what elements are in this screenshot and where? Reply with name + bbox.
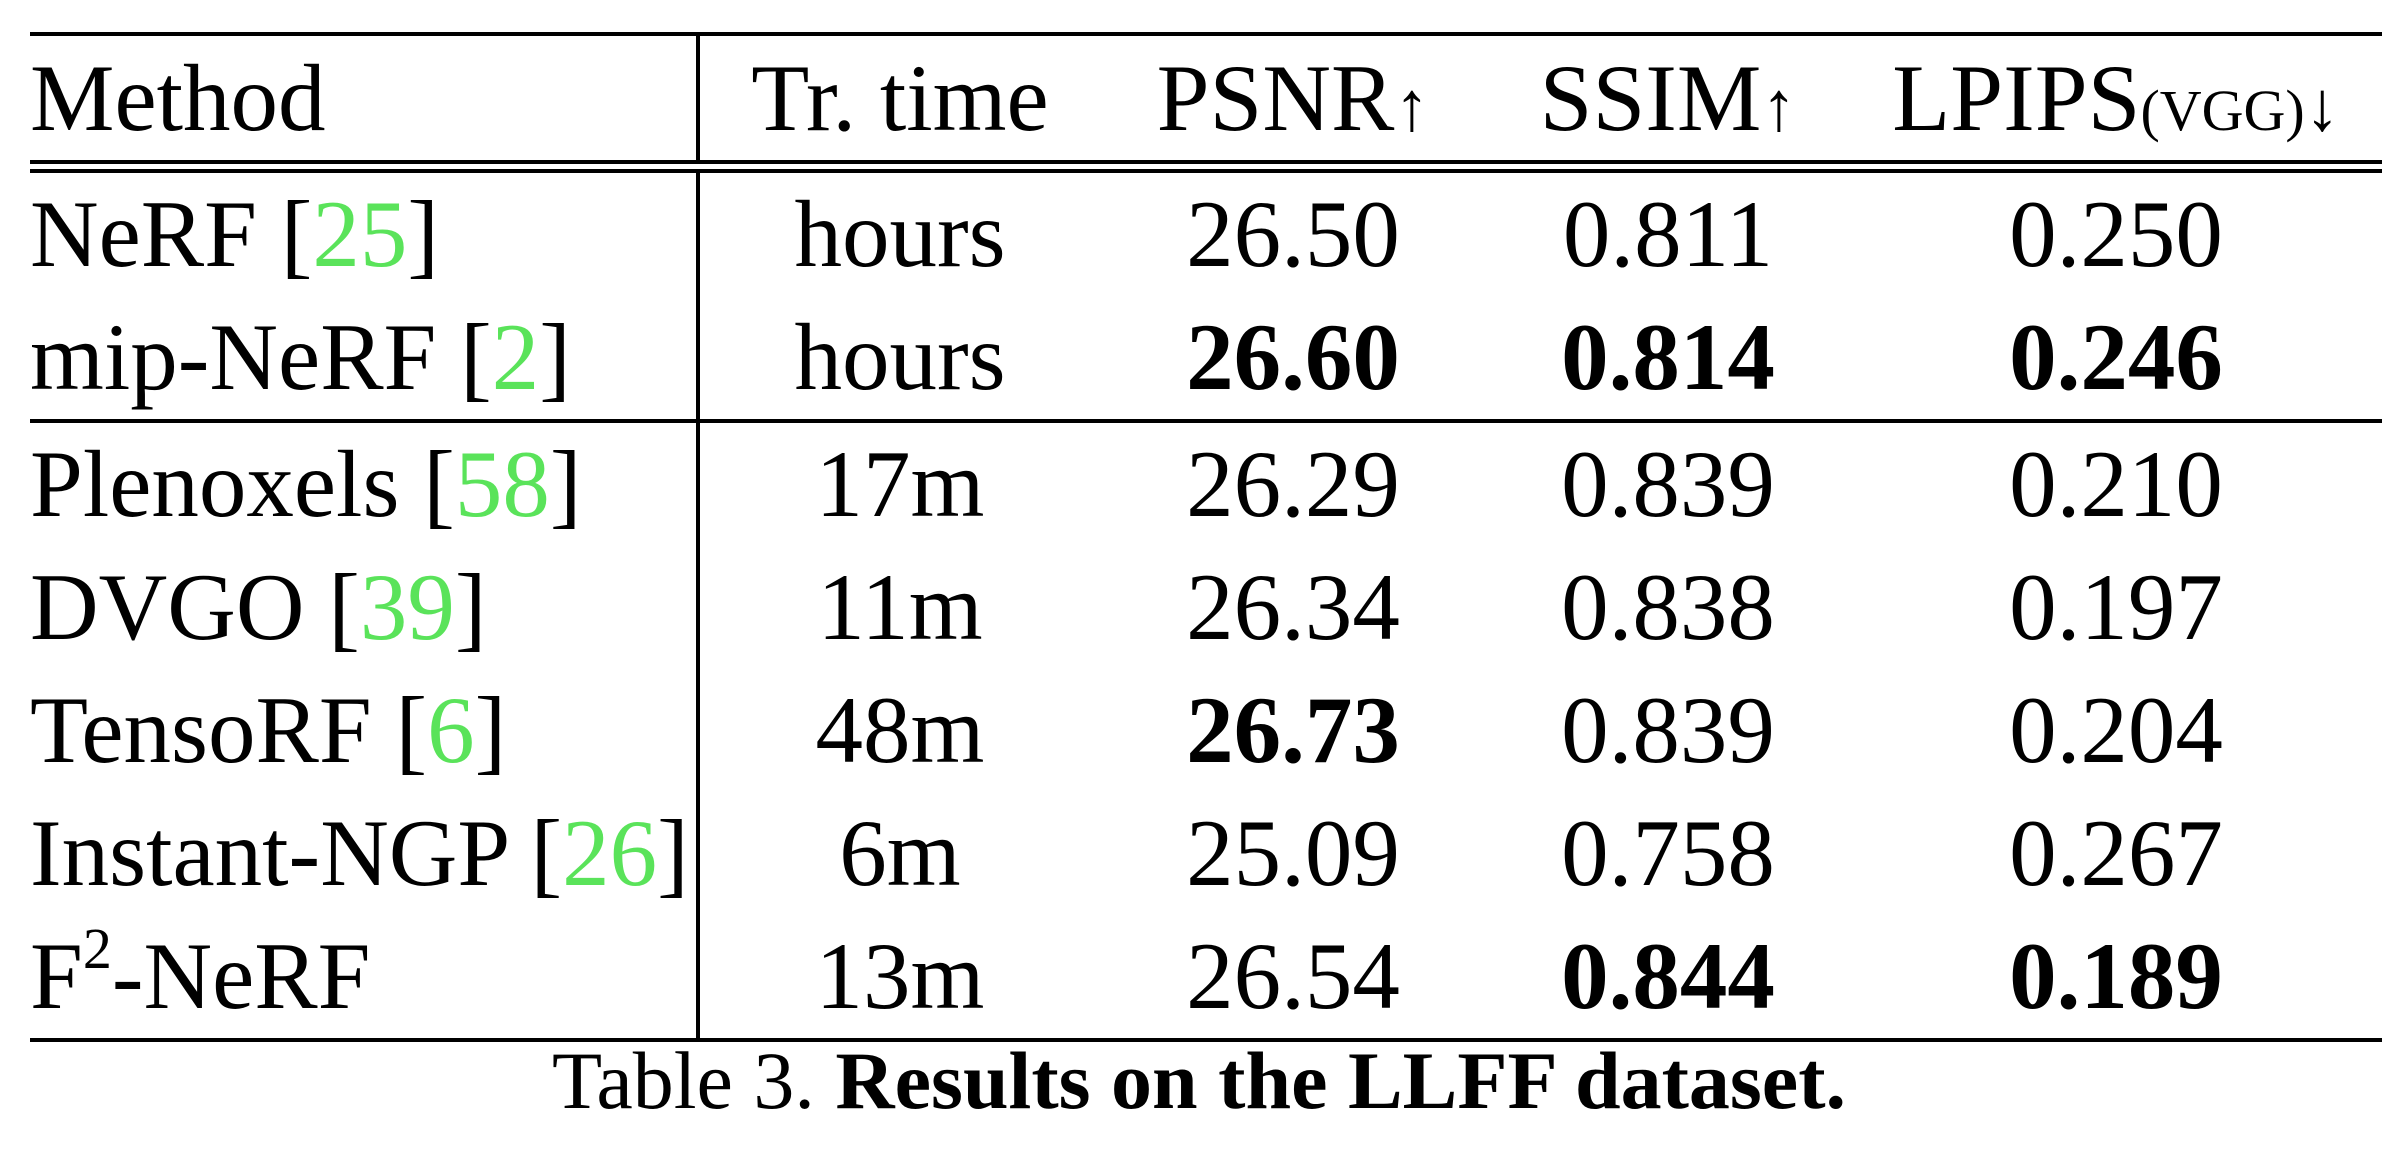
method-name-base: F	[30, 923, 83, 1029]
method-name: mip-NeRF	[30, 304, 437, 410]
table-row: Instant-NGP [26] 6m 25.09 0.758 0.267	[30, 792, 2382, 915]
lpips-cell-best: 0.246	[1850, 296, 2382, 423]
caption-title: Results on the LLFF dataset.	[835, 1035, 1847, 1126]
down-arrow-icon: ↓	[2304, 68, 2340, 146]
citation-link[interactable]: 26	[562, 800, 658, 906]
results-table-container: Method Tr. time PSNR↑ SSIM↑ LPIPS(VGG)↓ …	[30, 32, 2382, 1042]
header-lpips: LPIPS(VGG)↓	[1850, 32, 2382, 173]
psnr-cell: 26.50	[1186, 181, 1400, 287]
psnr-cell: 26.54	[1100, 915, 1486, 1042]
lpips-cell: 0.197	[2009, 554, 2223, 660]
header-ssim: SSIM↑	[1486, 32, 1850, 173]
method-cell: NeRF [25]	[30, 166, 700, 296]
table-caption: Table 3. Results on the LLFF dataset.	[0, 1040, 2398, 1122]
method-name-superscript: 2	[82, 916, 112, 981]
header-psnr: PSNR↑	[1100, 32, 1486, 173]
method-cell: Plenoxels [58]	[30, 421, 700, 546]
time-cell: 6m	[839, 800, 961, 906]
time-cell: 48m	[815, 677, 985, 783]
time-cell: 13m	[698, 915, 1100, 1042]
lpips-cell: 0.210	[2009, 431, 2223, 537]
header-lpips-subscript: (VGG)	[2140, 77, 2305, 143]
header-training-time: Tr. time	[698, 32, 1100, 173]
method-cell: F2-NeRF	[30, 915, 700, 1042]
lpips-cell-best: 0.189	[1850, 915, 2382, 1042]
psnr-cell: 26.34	[1186, 554, 1400, 660]
method-cell: TensoRF [6]	[30, 669, 700, 792]
time-cell: 11m	[817, 554, 983, 660]
header-method: Method	[30, 32, 700, 173]
up-arrow-icon: ↑	[1394, 68, 1430, 146]
ssim-cell: 0.811	[1562, 181, 1774, 287]
lpips-cell: 0.204	[2009, 677, 2223, 783]
time-cell: hours	[794, 181, 1006, 287]
ssim-cell-best: 0.844	[1486, 915, 1850, 1042]
header-psnr-label: PSNR	[1156, 44, 1395, 151]
method-cell: mip-NeRF [2]	[30, 296, 700, 423]
caption-label: Table 3.	[551, 1035, 815, 1126]
psnr-cell-best: 26.73	[1186, 677, 1400, 783]
header-ssim-label: SSIM	[1539, 44, 1762, 151]
citation-link[interactable]: 39	[359, 554, 455, 660]
citation-link[interactable]: 58	[454, 431, 550, 537]
method-cell: Instant-NGP [26]	[30, 792, 700, 915]
method-name: TensoRF	[30, 677, 372, 783]
method-cell: DVGO [39]	[30, 546, 700, 669]
ssim-cell: 0.758	[1561, 800, 1775, 906]
method-name: Instant-NGP	[30, 800, 507, 906]
lpips-cell: 0.267	[2009, 800, 2223, 906]
citation-link[interactable]: 25	[312, 181, 408, 287]
method-name-rest: -NeRF	[111, 923, 371, 1029]
method-name: Plenoxels	[30, 431, 400, 537]
table-row: DVGO [39] 11m 26.34 0.838 0.197	[30, 546, 2382, 669]
psnr-cell-best: 26.60	[1100, 296, 1486, 423]
ssim-cell: 0.839	[1561, 677, 1775, 783]
table-header-row: Method Tr. time PSNR↑ SSIM↑ LPIPS(VGG)↓	[30, 32, 2382, 173]
citation-link[interactable]: 2	[491, 304, 540, 410]
lpips-cell: 0.250	[2009, 181, 2223, 287]
method-name: DVGO	[30, 554, 305, 660]
table-row: mip-NeRF [2] hours 26.60 0.814 0.246	[30, 296, 2382, 423]
method-name: NeRF	[30, 181, 257, 287]
up-arrow-icon: ↑	[1761, 68, 1797, 146]
psnr-cell: 25.09	[1186, 800, 1400, 906]
ssim-cell: 0.838	[1561, 554, 1775, 660]
time-cell: 17m	[815, 431, 985, 537]
time-cell: hours	[698, 296, 1100, 423]
ssim-cell: 0.839	[1561, 431, 1775, 537]
table-row: NeRF [25] hours 26.50 0.811 0.250	[30, 166, 2382, 296]
table-row: Plenoxels [58] 17m 26.29 0.839 0.210	[30, 421, 2382, 546]
results-table: Method Tr. time PSNR↑ SSIM↑ LPIPS(VGG)↓ …	[30, 32, 2382, 1042]
ssim-cell-best: 0.814	[1486, 296, 1850, 423]
psnr-cell: 26.29	[1186, 431, 1400, 537]
table-row: TensoRF [6] 48m 26.73 0.839 0.204	[30, 669, 2382, 792]
citation-link[interactable]: 6	[427, 677, 475, 783]
header-lpips-label: LPIPS	[1892, 44, 2141, 151]
table-row: F2-NeRF 13m 26.54 0.844 0.189	[30, 915, 2382, 1042]
